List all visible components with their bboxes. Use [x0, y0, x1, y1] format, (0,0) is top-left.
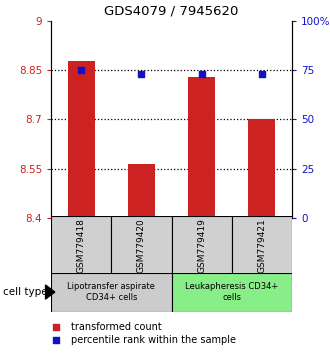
Polygon shape: [46, 285, 55, 299]
Text: GSM779420: GSM779420: [137, 218, 146, 273]
Text: GSM779418: GSM779418: [77, 218, 86, 273]
Text: percentile rank within the sample: percentile rank within the sample: [71, 335, 236, 345]
Bar: [188, 77, 215, 218]
Bar: [172, 216, 232, 274]
Bar: [51, 273, 172, 312]
Text: Lipotransfer aspirate
CD34+ cells: Lipotransfer aspirate CD34+ cells: [67, 282, 155, 302]
Bar: [112, 216, 172, 274]
Title: GDS4079 / 7945620: GDS4079 / 7945620: [104, 4, 239, 17]
Bar: [68, 61, 95, 218]
Point: [79, 68, 84, 73]
Point: [53, 337, 59, 343]
Text: GSM779421: GSM779421: [257, 218, 266, 273]
Point: [199, 72, 204, 77]
Point: [139, 72, 144, 77]
Text: cell type: cell type: [3, 287, 48, 297]
Text: Leukapheresis CD34+
cells: Leukapheresis CD34+ cells: [185, 282, 279, 302]
Point: [259, 72, 265, 77]
Text: GSM779419: GSM779419: [197, 218, 206, 273]
Bar: [248, 120, 276, 218]
Bar: [51, 216, 112, 274]
Bar: [172, 273, 292, 312]
Text: transformed count: transformed count: [71, 322, 162, 332]
Bar: [232, 216, 292, 274]
Bar: [128, 164, 155, 218]
Point: [53, 324, 59, 330]
